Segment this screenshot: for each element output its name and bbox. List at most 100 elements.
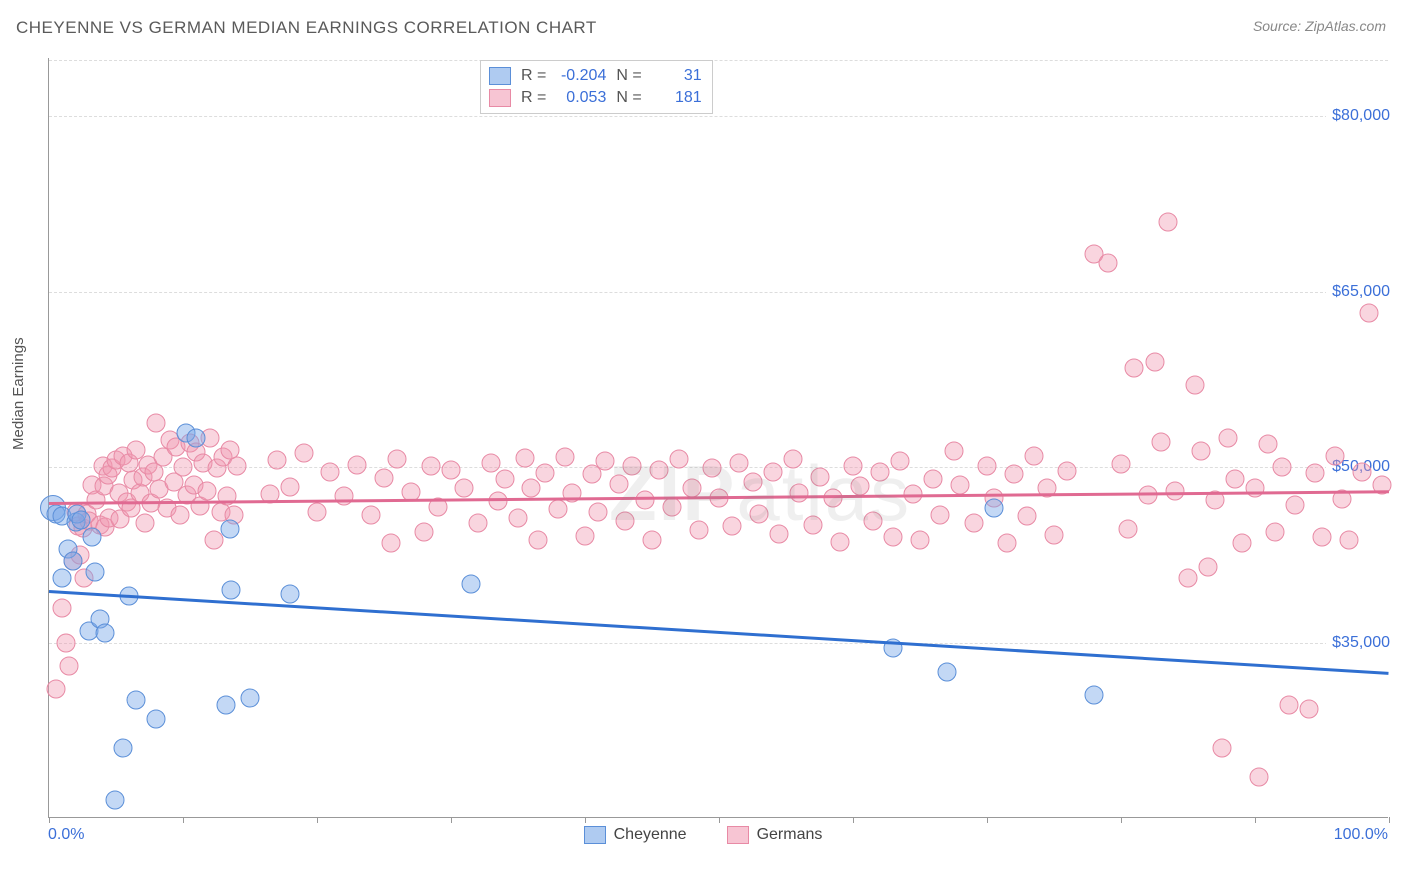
scatter-point <box>1118 520 1137 539</box>
x-tick <box>317 817 318 823</box>
scatter-point <box>1266 522 1285 541</box>
scatter-point <box>241 688 260 707</box>
scatter-point <box>998 534 1017 553</box>
scatter-point <box>1112 454 1131 473</box>
scatter-point <box>64 551 83 570</box>
scatter-point <box>462 575 481 594</box>
scatter-point <box>468 514 487 533</box>
scatter-point <box>1085 686 1104 705</box>
scatter-point <box>375 468 394 487</box>
scatter-point <box>127 690 146 709</box>
y-tick-label: $35,000 <box>1326 634 1390 652</box>
scatter-point <box>549 500 568 519</box>
scatter-point <box>1359 303 1378 322</box>
scatter-point <box>616 512 635 531</box>
scatter-point <box>663 497 682 516</box>
scatter-point <box>1045 526 1064 545</box>
stats-box: R = -0.204 N = 31 R = 0.053 N = 181 <box>480 60 713 114</box>
scatter-point <box>944 441 963 460</box>
scatter-point <box>870 462 889 481</box>
scatter-point <box>723 516 742 535</box>
scatter-point <box>1165 481 1184 500</box>
scatter-point <box>174 458 193 477</box>
scatter-point <box>596 452 615 471</box>
scatter-point <box>509 508 528 527</box>
scatter-point <box>522 479 541 498</box>
scatter-point <box>609 474 628 493</box>
scatter-point <box>113 738 132 757</box>
scatter-point <box>683 479 702 498</box>
y-tick-label: $80,000 <box>1326 107 1390 125</box>
gridline <box>49 643 1388 644</box>
scatter-point <box>884 528 903 547</box>
scatter-point <box>951 475 970 494</box>
x-tick <box>1389 817 1390 823</box>
scatter-point <box>931 506 950 525</box>
scatter-point <box>911 530 930 549</box>
scatter-point <box>1158 212 1177 231</box>
scatter-point <box>1306 464 1325 483</box>
scatter-point <box>1353 462 1372 481</box>
scatter-point <box>171 506 190 525</box>
scatter-point <box>381 534 400 553</box>
scatter-point <box>198 481 217 500</box>
scatter-point <box>1286 495 1305 514</box>
scatter-point <box>227 457 246 476</box>
scatter-point <box>361 506 380 525</box>
scatter-point <box>53 569 72 588</box>
scatter-point <box>1138 486 1157 505</box>
scatter-point <box>136 514 155 533</box>
scatter-point <box>1145 353 1164 372</box>
scatter-point <box>924 469 943 488</box>
scatter-point <box>844 457 863 476</box>
scatter-point <box>1018 507 1037 526</box>
trendline <box>49 590 1389 674</box>
gridline <box>49 292 1388 293</box>
scatter-point <box>1192 441 1211 460</box>
swatch-blue <box>489 67 511 85</box>
scatter-point <box>1313 528 1332 547</box>
scatter-point <box>1279 695 1298 714</box>
source-label: Source: ZipAtlas.com <box>1253 18 1386 34</box>
scatter-point <box>763 462 782 481</box>
x-tick <box>719 817 720 823</box>
scatter-point <box>1024 446 1043 465</box>
scatter-point <box>669 450 688 469</box>
scatter-point <box>267 451 286 470</box>
scatter-point <box>1152 432 1171 451</box>
scatter-point <box>455 479 474 498</box>
scatter-point <box>348 455 367 474</box>
scatter-point <box>308 502 327 521</box>
scatter-point <box>222 581 241 600</box>
swatch-pink <box>727 826 749 844</box>
scatter-point <box>649 460 668 479</box>
scatter-point <box>220 520 239 539</box>
scatter-point <box>421 457 440 476</box>
scatter-point <box>187 429 206 448</box>
scatter-point <box>850 476 869 495</box>
scatter-point <box>495 469 514 488</box>
scatter-point <box>783 450 802 469</box>
scatter-point <box>703 459 722 478</box>
scatter-point <box>1185 376 1204 395</box>
scatter-point <box>218 487 237 506</box>
scatter-point <box>482 453 501 472</box>
scatter-point <box>730 453 749 472</box>
scatter-point <box>750 505 769 524</box>
scatter-point <box>589 502 608 521</box>
scatter-point <box>864 512 883 531</box>
scatter-point <box>803 515 822 534</box>
scatter-point <box>636 490 655 509</box>
scatter-point <box>1246 479 1265 498</box>
x-tick <box>585 817 586 823</box>
stats-row-pink: R = 0.053 N = 181 <box>489 87 702 109</box>
scatter-point <box>488 492 507 511</box>
x-tick <box>987 817 988 823</box>
x-tick <box>451 817 452 823</box>
stats-row-blue: R = -0.204 N = 31 <box>489 65 702 87</box>
scatter-point <box>60 657 79 676</box>
scatter-point <box>96 624 115 643</box>
scatter-point <box>1250 768 1269 787</box>
scatter-point <box>1058 461 1077 480</box>
scatter-point <box>1004 465 1023 484</box>
